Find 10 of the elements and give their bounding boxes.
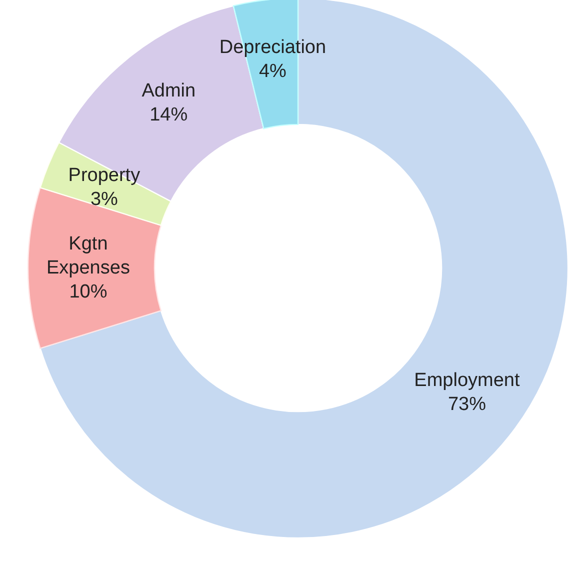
data-label: 3%: [90, 189, 118, 210]
data-label: 14%: [150, 104, 188, 126]
data-label: 4%: [258, 61, 287, 82]
slice-label: Property: [68, 165, 141, 186]
slice-label: Kgtn Expenses: [46, 234, 130, 278]
slice-label: Employment: [414, 370, 520, 391]
data-label: 10%: [69, 282, 108, 302]
data-label: 73%: [448, 394, 486, 415]
slice-label: Admin: [142, 80, 196, 102]
slice-label: Depreciation: [219, 37, 326, 58]
